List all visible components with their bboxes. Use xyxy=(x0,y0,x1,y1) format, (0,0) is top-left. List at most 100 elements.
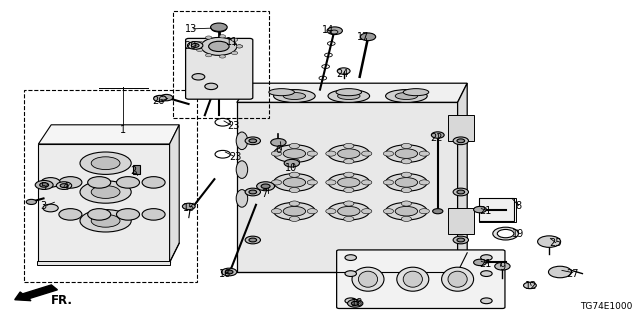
Ellipse shape xyxy=(338,92,360,100)
Ellipse shape xyxy=(92,186,120,198)
Circle shape xyxy=(289,216,300,221)
Circle shape xyxy=(88,177,111,188)
Circle shape xyxy=(453,236,468,244)
Polygon shape xyxy=(38,144,170,262)
Ellipse shape xyxy=(274,202,316,220)
Circle shape xyxy=(419,151,429,156)
Circle shape xyxy=(236,45,243,48)
FancyBboxPatch shape xyxy=(186,38,253,99)
Circle shape xyxy=(220,35,226,38)
Circle shape xyxy=(271,209,282,214)
Ellipse shape xyxy=(328,90,370,102)
Circle shape xyxy=(284,159,300,167)
Circle shape xyxy=(188,42,203,49)
Text: 26: 26 xyxy=(152,96,165,106)
Ellipse shape xyxy=(284,92,306,100)
Text: FR.: FR. xyxy=(51,294,73,307)
Ellipse shape xyxy=(328,202,370,220)
Text: 3: 3 xyxy=(40,201,47,212)
Ellipse shape xyxy=(236,161,248,179)
Text: 6: 6 xyxy=(275,145,282,156)
Circle shape xyxy=(211,23,227,31)
Circle shape xyxy=(220,55,226,58)
Circle shape xyxy=(40,183,49,187)
Text: 14: 14 xyxy=(321,25,334,36)
Text: 17: 17 xyxy=(357,32,370,42)
Circle shape xyxy=(362,209,372,214)
Ellipse shape xyxy=(274,145,316,163)
Circle shape xyxy=(154,95,166,102)
Circle shape xyxy=(326,180,336,185)
Ellipse shape xyxy=(352,267,384,291)
Bar xyxy=(448,115,474,141)
Circle shape xyxy=(401,143,412,148)
Text: 21: 21 xyxy=(479,206,492,216)
Text: 24: 24 xyxy=(336,68,349,79)
Circle shape xyxy=(362,151,372,156)
Text: 5: 5 xyxy=(40,182,47,192)
Circle shape xyxy=(344,216,354,221)
Circle shape xyxy=(307,180,317,185)
Ellipse shape xyxy=(92,157,120,170)
Circle shape xyxy=(433,209,443,214)
Circle shape xyxy=(419,209,429,214)
Circle shape xyxy=(56,182,72,189)
Text: 18: 18 xyxy=(351,298,364,308)
Circle shape xyxy=(289,188,300,193)
Circle shape xyxy=(383,151,394,156)
Circle shape xyxy=(481,271,492,276)
Ellipse shape xyxy=(284,149,306,158)
Circle shape xyxy=(196,41,203,44)
Polygon shape xyxy=(38,125,179,144)
FancyArrow shape xyxy=(15,285,58,301)
Circle shape xyxy=(88,209,111,220)
Text: 10: 10 xyxy=(285,163,298,173)
Circle shape xyxy=(211,24,227,32)
Circle shape xyxy=(457,238,465,242)
Ellipse shape xyxy=(328,145,370,163)
Ellipse shape xyxy=(274,173,316,191)
Text: 23: 23 xyxy=(227,121,240,132)
Circle shape xyxy=(215,150,230,158)
Text: TG74E1000: TG74E1000 xyxy=(580,302,632,311)
Text: 20: 20 xyxy=(184,41,197,52)
Circle shape xyxy=(261,184,270,188)
Circle shape xyxy=(337,68,350,74)
Circle shape xyxy=(431,132,444,138)
Ellipse shape xyxy=(448,271,467,287)
Circle shape xyxy=(457,139,465,143)
Circle shape xyxy=(249,238,257,242)
Circle shape xyxy=(191,44,199,47)
Circle shape xyxy=(249,139,257,143)
Circle shape xyxy=(160,94,173,101)
Circle shape xyxy=(221,268,237,276)
Circle shape xyxy=(326,209,336,214)
Circle shape xyxy=(249,190,257,194)
Circle shape xyxy=(474,259,486,266)
Bar xyxy=(24,90,197,282)
Circle shape xyxy=(201,37,237,55)
Ellipse shape xyxy=(338,178,360,187)
Circle shape xyxy=(232,52,238,55)
Circle shape xyxy=(495,262,510,270)
Circle shape xyxy=(215,118,230,126)
Circle shape xyxy=(348,300,363,307)
Bar xyxy=(448,208,474,234)
Ellipse shape xyxy=(92,214,120,227)
Circle shape xyxy=(344,188,354,193)
Ellipse shape xyxy=(396,178,417,187)
Bar xyxy=(479,198,516,222)
Polygon shape xyxy=(237,83,467,102)
Circle shape xyxy=(401,172,412,177)
Circle shape xyxy=(327,27,342,35)
Circle shape xyxy=(271,180,282,185)
Circle shape xyxy=(236,45,243,48)
Circle shape xyxy=(548,266,572,278)
Circle shape xyxy=(351,301,359,305)
Bar xyxy=(37,261,170,265)
Text: 13: 13 xyxy=(184,24,197,34)
Text: 21: 21 xyxy=(479,259,492,269)
Circle shape xyxy=(383,180,394,185)
Circle shape xyxy=(345,298,356,304)
Ellipse shape xyxy=(338,149,360,158)
